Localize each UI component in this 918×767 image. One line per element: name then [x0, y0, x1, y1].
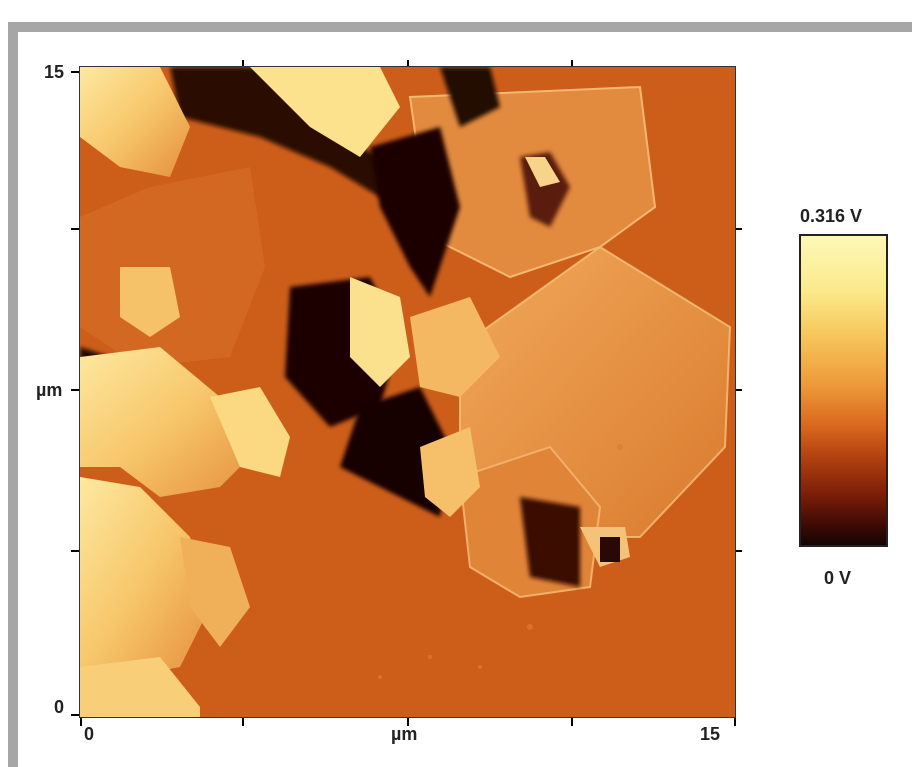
- y-tick-q1: [71, 228, 79, 230]
- bright-crystal-left: [80, 347, 260, 497]
- x-tick-mid: [407, 718, 409, 726]
- colorbar-min-label: 0 V: [824, 568, 852, 588]
- bright-crystal-top: [250, 67, 400, 157]
- afm-scan-image: [79, 66, 736, 718]
- y-tick-right-q1: [736, 228, 742, 230]
- y-tick-bottom: [71, 714, 79, 716]
- y-tick-top: [71, 71, 79, 73]
- bright-crystal-center: [350, 277, 410, 387]
- y-axis-max-label: 15: [44, 62, 65, 82]
- y-tick-q3: [71, 550, 79, 552]
- x-axis-min-label: 0: [84, 724, 95, 744]
- bright-crystal-lower-left: [80, 477, 210, 677]
- y-tick-right-mid: [736, 389, 742, 391]
- dark-void-top: [170, 67, 410, 207]
- bright-crystal-top-left: [80, 67, 190, 177]
- colorbar-max-label: 0.316 V: [800, 206, 863, 226]
- y-axis-unit-label: µm: [36, 380, 63, 400]
- x-axis-unit-label: µm: [391, 724, 418, 744]
- x-axis-max-label: 15: [700, 724, 721, 744]
- x-tick-top-q3: [571, 60, 573, 66]
- y-tick-mid: [71, 389, 79, 391]
- x-tick-top-q1: [242, 60, 244, 66]
- x-tick-top-mid: [407, 60, 409, 66]
- x-tick-q3: [571, 718, 573, 726]
- x-tick-right: [734, 718, 736, 726]
- y-axis-min-label: 0: [54, 697, 65, 717]
- x-tick-left: [80, 718, 82, 726]
- y-tick-right-q3: [736, 550, 742, 552]
- scan-topography: [80, 67, 735, 717]
- color-scale-bar: [799, 234, 888, 547]
- x-tick-q1: [242, 718, 244, 726]
